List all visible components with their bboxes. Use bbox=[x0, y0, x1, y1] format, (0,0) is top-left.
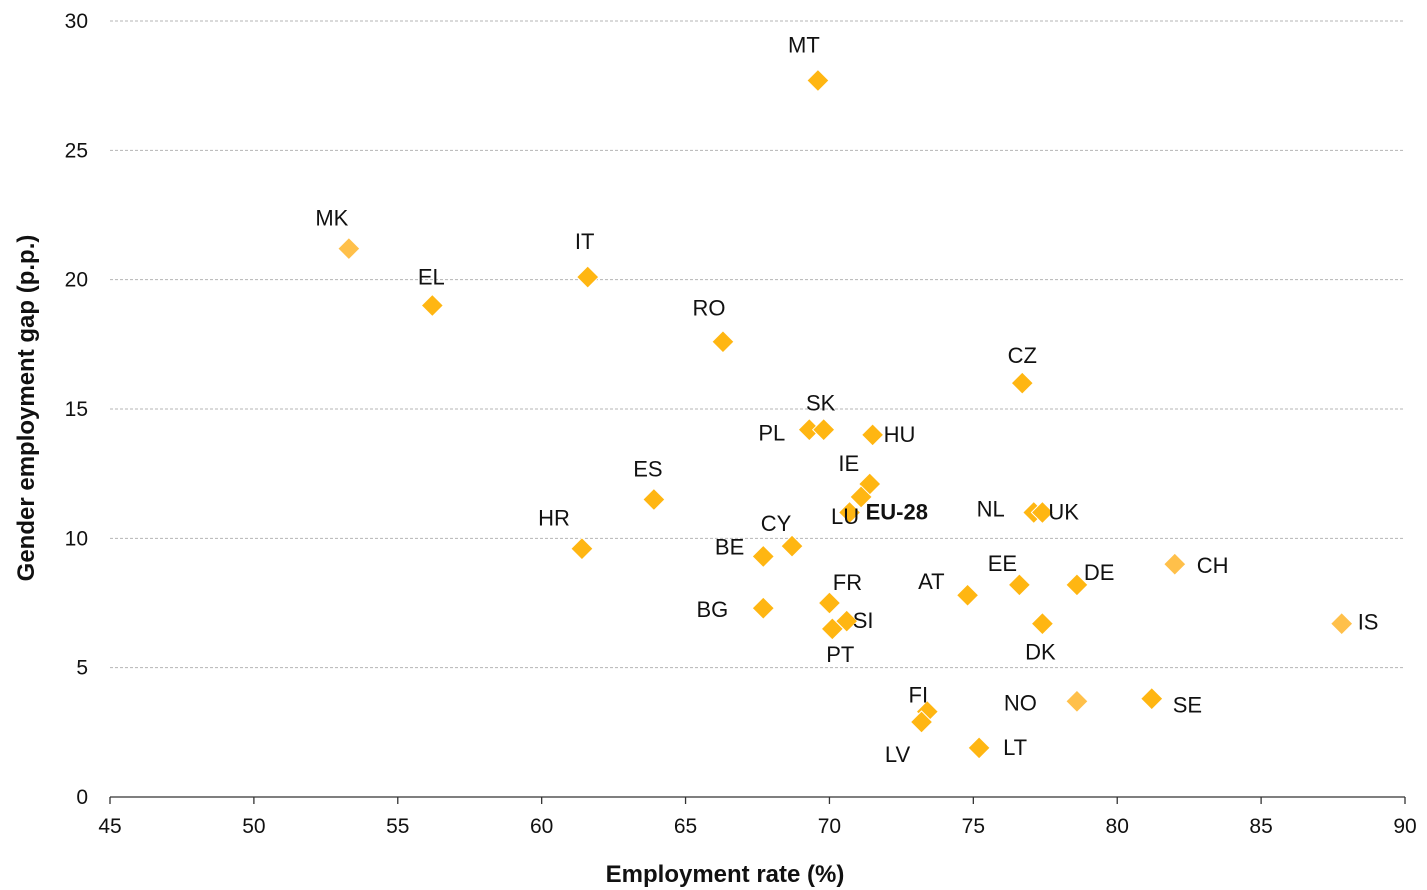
data-point-ee bbox=[1007, 573, 1032, 597]
data-point-hr bbox=[570, 536, 594, 561]
data-point-no bbox=[1065, 689, 1089, 714]
y-tick-label: 30 bbox=[65, 10, 88, 33]
point-label-bg: BG bbox=[696, 597, 728, 622]
data-point-is bbox=[1329, 611, 1354, 636]
data-point-cy bbox=[780, 534, 804, 558]
point-label-eu-28: EU-28 bbox=[866, 499, 928, 524]
point-label-pt: PT bbox=[826, 642, 854, 667]
data-point-ro bbox=[711, 330, 735, 354]
data-point-uk bbox=[1030, 500, 1055, 525]
x-tick-label: 60 bbox=[530, 815, 553, 838]
point-label-cz: CZ bbox=[1008, 343, 1037, 368]
y-tick-label: 5 bbox=[76, 657, 88, 680]
data-point-lu bbox=[849, 485, 873, 509]
data-point-it bbox=[576, 265, 600, 289]
point-label-lu: LU bbox=[831, 504, 859, 529]
point-label-el: EL bbox=[418, 265, 445, 290]
point-label-ie: IE bbox=[838, 451, 859, 476]
y-tick-label: 15 bbox=[65, 398, 88, 421]
data-point-fr bbox=[817, 591, 842, 615]
x-tick-label: 75 bbox=[962, 815, 985, 838]
point-label-mt: MT bbox=[788, 32, 820, 57]
point-label-es: ES bbox=[633, 457, 662, 482]
data-point-bg bbox=[751, 596, 775, 620]
point-label-fi: FI bbox=[909, 683, 929, 708]
y-tick-label: 20 bbox=[65, 269, 88, 292]
data-point-hu bbox=[860, 423, 885, 447]
data-point-pt bbox=[820, 617, 845, 641]
point-label-at: AT bbox=[918, 569, 944, 594]
y-tick-label: 10 bbox=[65, 527, 88, 550]
point-label-dk: DK bbox=[1025, 640, 1056, 665]
data-point-at bbox=[955, 583, 980, 607]
data-point-si bbox=[835, 609, 859, 633]
data-point-cz bbox=[1010, 371, 1034, 395]
point-label-uk: UK bbox=[1048, 499, 1079, 524]
y-tick-label: 25 bbox=[65, 139, 88, 162]
x-tick-label: 50 bbox=[242, 815, 265, 838]
point-label-cy: CY bbox=[761, 511, 792, 536]
x-tick-label: 65 bbox=[674, 815, 697, 838]
data-points bbox=[337, 68, 1354, 760]
data-point-es bbox=[642, 487, 666, 512]
point-label-ee: EE bbox=[988, 551, 1017, 576]
data-point-lv bbox=[909, 710, 934, 734]
data-point-be bbox=[751, 544, 775, 569]
grid bbox=[110, 20, 1405, 669]
x-tick-label: 80 bbox=[1106, 815, 1129, 838]
point-label-ch: CH bbox=[1197, 553, 1229, 578]
point-label-si: SI bbox=[853, 608, 874, 633]
axes: 0 5 10 15 20 25 30 45 50 55 60 65 70 75 80 85 90 bbox=[65, 10, 1417, 838]
data-point-de bbox=[1065, 573, 1089, 597]
point-label-mk: MK bbox=[315, 206, 348, 231]
x-tick-label: 90 bbox=[1393, 815, 1416, 838]
point-label-no: NO bbox=[1004, 690, 1037, 715]
point-label-it: IT bbox=[575, 229, 595, 254]
x-tick-label: 85 bbox=[1249, 815, 1272, 838]
y-tick-label: 0 bbox=[76, 786, 88, 809]
x-axis-title: Employment rate (%) bbox=[606, 861, 845, 888]
data-point-sk bbox=[811, 417, 836, 442]
point-label-hu: HU bbox=[884, 422, 916, 447]
data-point-se bbox=[1140, 686, 1164, 711]
point-label-pl: PL bbox=[758, 421, 785, 446]
x-tick-label: 45 bbox=[98, 815, 121, 838]
x-tick-label: 55 bbox=[386, 815, 409, 838]
point-label-de: DE bbox=[1084, 560, 1115, 585]
point-label-ro: RO bbox=[692, 296, 725, 321]
point-label-se: SE bbox=[1173, 693, 1202, 718]
point-label-sk: SK bbox=[806, 391, 836, 416]
data-point-mk bbox=[337, 236, 361, 261]
point-label-lv: LV bbox=[885, 742, 911, 767]
point-label-nl: NL bbox=[977, 496, 1005, 521]
point-label-fr: FR bbox=[833, 570, 862, 595]
point-label-lt: LT bbox=[1003, 735, 1027, 760]
data-point-eu-28 bbox=[837, 500, 862, 525]
point-label-is: IS bbox=[1358, 610, 1379, 635]
data-point-dk bbox=[1030, 611, 1055, 636]
point-label-hr: HR bbox=[538, 506, 570, 531]
point-labels: MT MK EL IT RO CZ PL SK HU IE EU-28 LU ES NL UK HR CY BE C… bbox=[315, 32, 1378, 766]
data-point-lt bbox=[967, 736, 991, 760]
data-point-el bbox=[420, 293, 445, 318]
data-point-mt bbox=[806, 68, 830, 93]
data-point-ch bbox=[1163, 552, 1187, 576]
point-label-be: BE bbox=[715, 534, 744, 559]
x-tick-label: 70 bbox=[818, 815, 841, 838]
y-axis-title: Gender employment gap (p.p.) bbox=[13, 235, 40, 582]
